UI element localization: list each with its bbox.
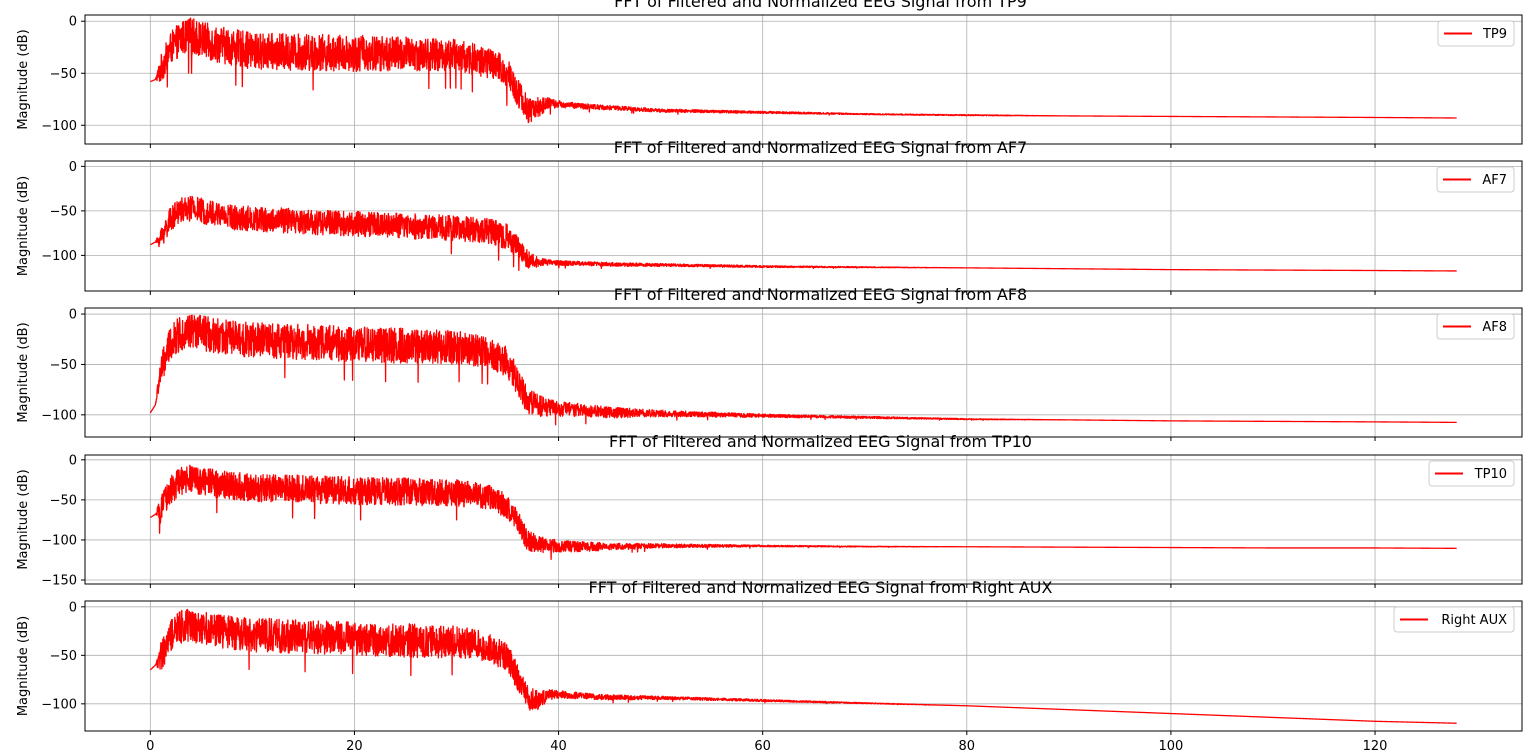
legend-box <box>1437 20 1515 47</box>
legend-box <box>1393 606 1515 633</box>
y-tick-label: −100 <box>41 249 77 264</box>
y-tick-label: −100 <box>41 533 77 548</box>
legend-label: TP10 <box>1474 467 1507 482</box>
y-tick-label: 0 <box>69 15 77 30</box>
y-axis-label: Magnitude (dB) <box>16 29 31 129</box>
chart-title: FFT of Filtered and Normalized EEG Signa… <box>589 578 1053 597</box>
y-tick-label: 0 <box>69 600 77 615</box>
chart-title: FFT of Filtered and Normalized EEG Signa… <box>614 285 1027 304</box>
legend: TP9 <box>1437 20 1515 47</box>
legend-label: AF7 <box>1482 173 1507 188</box>
series-line-tp9 <box>149 17 1458 124</box>
subplot-4: 0 −50 −100 −150 Magnitude (dB) FFT of Filtere… <box>16 432 1523 588</box>
legend-box <box>1436 313 1515 340</box>
y-tick-label: −50 <box>50 649 77 664</box>
subplot-1: 0 −50 −100 Magnitude (dB) FFT of Filtered an… <box>16 0 1523 148</box>
y-tick-label: −50 <box>50 358 77 373</box>
subplot-2: 0 −50 −100 Magnitude (dB) FFT of Filtered an… <box>16 138 1523 295</box>
subplot-5: 0 −50 −100 0 20 40 60 80 100 120 Magnitude (dB) FFT… <box>16 578 1523 754</box>
series-line-af8 <box>149 314 1458 426</box>
legend-box <box>1428 460 1515 487</box>
x-tick-label: 0 <box>146 739 154 754</box>
y-tick-label: −50 <box>50 67 77 82</box>
legend-box <box>1436 166 1515 193</box>
y-tick-label: −100 <box>41 119 77 134</box>
x-tick-label: 40 <box>550 739 567 754</box>
y-tick-label: −50 <box>50 204 77 219</box>
y-tick-label: −100 <box>41 408 77 423</box>
legend: Right AUX <box>1393 606 1515 633</box>
y-axis-label: Magnitude (dB) <box>16 322 31 422</box>
chart-title: FFT of Filtered and Normalized EEG Signa… <box>614 138 1027 157</box>
x-tick-label: 80 <box>959 739 976 754</box>
chart-title: FFT of Filtered and Normalized EEG Signa… <box>609 432 1032 451</box>
legend-label: AF8 <box>1482 320 1507 335</box>
series-line-tp10 <box>149 464 1458 560</box>
subplot-3: 0 −50 −100 Magnitude (dB) FFT of Filtered an… <box>16 285 1523 441</box>
x-tick-label: 20 <box>346 739 363 754</box>
y-tick-label: 0 <box>69 160 77 175</box>
y-tick-label: −50 <box>50 493 77 508</box>
axes-frame <box>84 307 1523 438</box>
y-tick-label: 0 <box>69 453 77 468</box>
legend: AF8 <box>1436 313 1515 340</box>
x-tick-label: 100 <box>1159 739 1184 754</box>
axes-frame <box>84 454 1523 585</box>
axes-frame <box>84 14 1523 145</box>
axes-frame <box>84 160 1523 292</box>
y-tick-label: −100 <box>41 697 77 712</box>
y-axis-label: Magnitude (dB) <box>16 176 31 276</box>
y-axis-label: Magnitude (dB) <box>16 469 31 569</box>
legend-label: TP9 <box>1482 27 1507 42</box>
y-tick-label: −150 <box>41 573 77 588</box>
series-line-right-aux <box>149 608 1458 724</box>
legend: TP10 <box>1428 460 1515 487</box>
axes-frame <box>84 600 1523 732</box>
x-tick-label: 60 <box>754 739 771 754</box>
series-line-af7 <box>149 195 1458 272</box>
y-tick-label: 0 <box>69 308 77 323</box>
x-tick-label: 120 <box>1363 739 1388 754</box>
legend: AF7 <box>1436 166 1515 193</box>
legend-label: Right AUX <box>1441 613 1507 628</box>
y-axis-label: Magnitude (dB) <box>16 616 31 716</box>
chart-title: FFT of Filtered and Normalized EEG Signa… <box>614 0 1027 11</box>
